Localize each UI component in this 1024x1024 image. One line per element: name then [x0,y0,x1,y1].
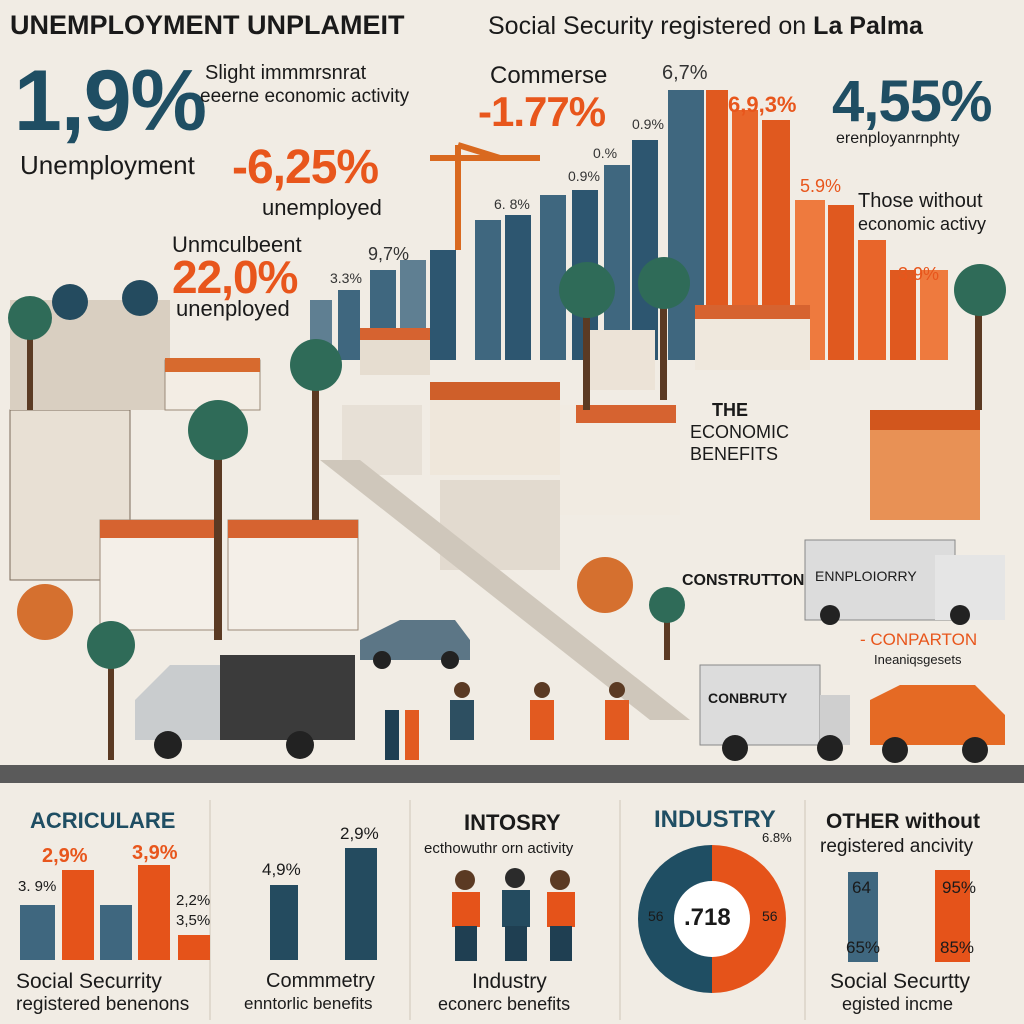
commerce-bar-label: 2,9% [340,824,379,843]
industry-caption-2: econerc benefits [438,994,571,1014]
bar-label: 6,7% [662,62,708,84]
unemployment-stat: 1,9% [14,53,207,149]
without-activity-line-1: Those without [858,190,983,212]
sign-economic-benefits-2: ECONOMIC [690,422,789,442]
bar-label: 9,7% [368,244,410,264]
agriculture-caption-1: Social Securrity [16,970,162,993]
other-title-1: OTHER without [826,810,980,833]
industry-donut-title: INDUSTRY [654,806,776,833]
employment-stat: 4,55% [832,69,992,134]
agriculture-label: 3,5% [176,912,211,929]
sign-employment: ENNPLOIORRY [815,568,917,584]
commerce-bars [270,848,377,960]
bar-label: 6. 8% [494,196,530,212]
vehicles [135,539,1005,763]
unemployed-change-stat: -6,25% [232,141,379,194]
unemployed-change-label: unemployed [262,195,382,220]
industry-donut-tag: 6.8% [762,830,792,845]
bar-label: 5.9% [800,176,842,196]
without-activity-line-2: economic activy [858,214,987,234]
note-line-2: eeerne economic activity [200,86,410,107]
unmc-label: Unmculbeent [172,232,302,257]
commerce-caption-1: Commmetry [266,970,375,992]
sign-economic-benefits-1: THE [712,400,748,420]
wheel-icon [17,584,73,640]
unemployed-share-label: unenployed [176,296,290,321]
commerce-value: -1.77% [478,88,606,135]
staircase [320,460,690,720]
sign-comparon-1: - CONPARTON [860,630,978,649]
other-bar-label: 65% [846,938,881,957]
header-title-place: La Palma [813,12,923,40]
industry-panel-subtitle: ecthowuthr orn activity [424,840,574,857]
industry-caption-1: Industry [472,970,547,993]
industry-donut-center: .718 [684,904,731,931]
header-title-left: UNEMPLOYMENT UNPLAMEIT [10,10,405,40]
header-title-prefix: Social Security registered on [488,12,807,40]
other-bar-label: 95% [942,878,977,897]
sign-conbrity: CONBRUTY [708,690,788,706]
crane [430,142,540,250]
note-line-1: Slight immmrsnrat [205,62,367,84]
industry-panel-title: INTOSRY [464,810,561,835]
bar-label: 0.9% [632,116,664,132]
other-bar-label: 64 [852,878,871,897]
commerce-bar-label: 4,9% [262,860,301,879]
unemployment-label: Unemployment [20,150,195,180]
ground [0,765,1024,783]
bar-label: 3.9% [898,264,940,284]
industry-donut-right: 56 [762,908,778,924]
industry-donut-left: 56 [648,908,664,924]
agriculture-title: ACRICULARE [30,808,176,833]
industry-donut [638,845,786,993]
agriculture-label: 3. 9% [18,878,57,895]
unemployed-share-stat: 22,0% [172,251,298,303]
sign-comparon-2: Ineaniqsgesets [874,652,962,667]
bar-label: 6,9,3% [728,92,797,117]
commerce-label: Commerse [490,62,608,89]
bar-label: 3.3% [330,270,362,286]
bar-label: 0.% [593,145,618,161]
agriculture-label: 2,2% [176,892,211,909]
agriculture-bars [20,865,210,960]
employment-label: erenployanrnphty [836,130,960,147]
panel-separators [209,800,806,1020]
sign-construction: CONSTRUTTON [682,572,805,589]
people [385,682,629,760]
other-caption-1: Social Securtty [830,970,971,993]
other-bar-label: 85% [940,938,975,957]
agriculture-caption-2: registered benenons [16,994,190,1015]
buildings [9,280,980,631]
other-caption-2: egisted incme [842,994,954,1014]
commerce-caption-2: enntorlic benefits [244,994,373,1013]
other-title-2: registered ancivity [820,836,974,857]
bar-label: 0.9% [568,168,600,184]
wheel-icon [577,557,633,613]
other-bars [848,870,970,962]
industry-people [452,868,575,961]
sign-economic-benefits-3: BENEFITS [690,444,779,464]
agriculture-label: 2,9% [42,845,88,867]
header-title-right: Social Security registered on La Palma [488,12,923,41]
palm-trees [8,257,1006,760]
agriculture-label: 3,9% [132,842,178,864]
